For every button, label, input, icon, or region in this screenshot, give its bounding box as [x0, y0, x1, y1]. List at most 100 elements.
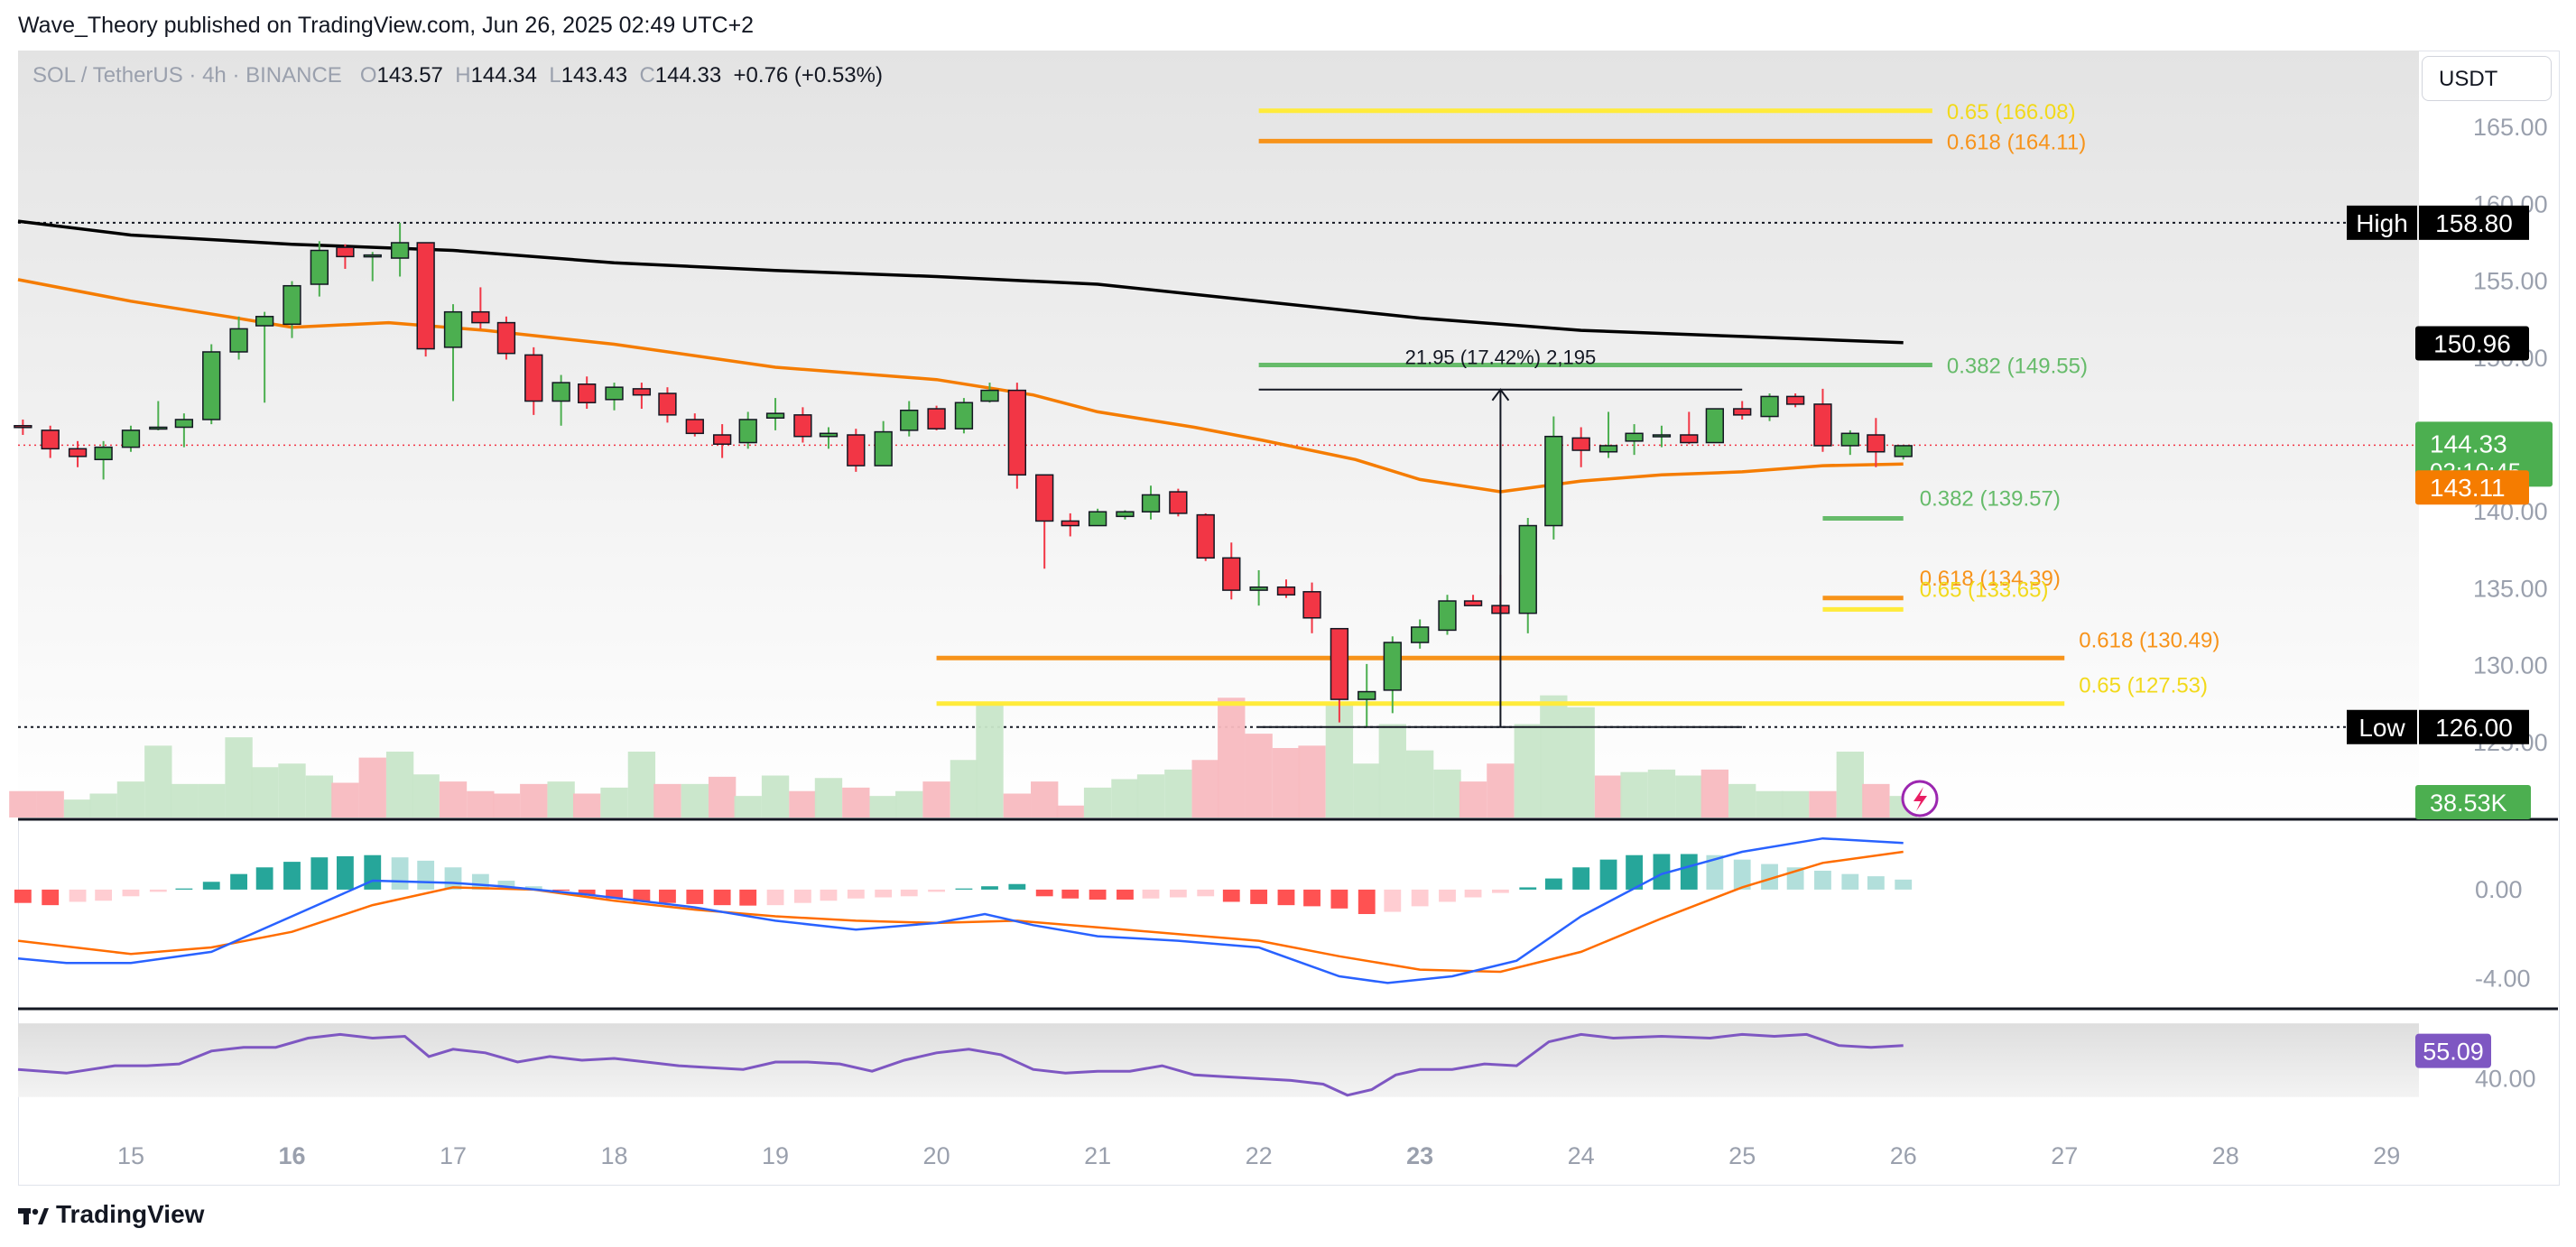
- candle: [14, 419, 32, 435]
- candle-body: [1733, 408, 1752, 416]
- volume-bar: [1700, 769, 1729, 817]
- candle-body: [443, 310, 463, 348]
- macd-tick-label: -4.00: [2475, 965, 2531, 992]
- volume-bar: [116, 781, 145, 817]
- candle: [229, 316, 248, 360]
- macd-histogram-bar: [820, 889, 838, 901]
- high-value: 144.34: [470, 63, 537, 88]
- macd-histogram-bar: [633, 889, 651, 902]
- candle: [847, 429, 866, 472]
- candle: [738, 411, 757, 449]
- symbol-name[interactable]: SOL / TetherUS · 4h · BINANCE: [32, 63, 342, 88]
- rsi-tick-label: 40.00: [2475, 1065, 2536, 1092]
- macd-histogram-bar: [1680, 854, 1698, 890]
- volume-bar: [708, 776, 737, 817]
- candle: [1410, 619, 1430, 649]
- volume-last-tag: 38.53K: [2415, 785, 2531, 819]
- candle: [632, 383, 652, 410]
- volume-bar: [1836, 752, 1864, 817]
- macd-histogram-bar: [1303, 889, 1320, 907]
- macd-histogram-bar: [1706, 854, 1724, 890]
- rsi-last-tag-bg: [2415, 1033, 2491, 1068]
- candle: [524, 346, 543, 415]
- macd-histogram-bar: [42, 889, 60, 906]
- candle: [1276, 579, 1296, 598]
- candle: [954, 398, 974, 434]
- price-tag-value: 126.00: [2435, 714, 2513, 742]
- candle: [1463, 595, 1483, 606]
- candle-body: [1813, 403, 1832, 447]
- candle-body: [1357, 690, 1376, 700]
- candle: [363, 252, 382, 282]
- candle: [1625, 424, 1644, 456]
- time-tick-label: 23: [1406, 1142, 1433, 1169]
- price-tag-name-bg: [2347, 709, 2417, 744]
- lightning-icon[interactable]: [1901, 780, 1939, 817]
- macd-histogram-bar: [1867, 876, 1885, 890]
- candle-body: [927, 408, 946, 430]
- volume-bar: [1594, 775, 1623, 817]
- candle-body: [1867, 434, 1886, 453]
- price-tick-label: 165.00: [2473, 114, 2548, 141]
- candle: [1840, 430, 1859, 456]
- volume-bar: [9, 790, 37, 817]
- macd-histogram-bar: [69, 889, 87, 902]
- volume-bar: [89, 793, 117, 817]
- lightning-icon-bolt: [1913, 787, 1927, 811]
- volume-bar: [600, 787, 628, 817]
- macd-histogram-bar: [1761, 864, 1778, 890]
- time-tick-label: 25: [1728, 1142, 1756, 1169]
- volume-bar: [681, 783, 709, 817]
- macd-histogram-bar: [202, 882, 220, 890]
- macd-histogram-bar: [1599, 859, 1617, 890]
- macd-histogram-bar: [524, 886, 542, 890]
- fib-level-label: 0.382 (139.57): [1920, 487, 2061, 512]
- macd-histogram-bar: [1733, 859, 1751, 890]
- macd-histogram-bar: [1222, 889, 1240, 902]
- time-tick-label: 28: [2212, 1142, 2239, 1169]
- candle: [1383, 636, 1402, 714]
- volume-bar: [869, 796, 897, 817]
- price-tag-name-bg: [2347, 205, 2417, 240]
- candle-body: [1007, 389, 1027, 476]
- macd-histogram-bar: [1117, 889, 1134, 900]
- volume-bar: [1083, 787, 1112, 817]
- chart-canvas: 0.65 (166.08) 0.618 (164.11) 0.382 (149.55…: [9, 51, 2558, 1169]
- macd-histogram-bar: [928, 889, 945, 892]
- volume-bar: [467, 790, 495, 817]
- macd-histogram-bar: [1626, 854, 1643, 890]
- candle-body: [1141, 494, 1161, 513]
- candle: [980, 383, 999, 403]
- candle: [1061, 513, 1080, 537]
- candle-body: [765, 412, 785, 420]
- macd-histogram-bar: [900, 889, 918, 897]
- candle-body: [1383, 642, 1402, 691]
- candle: [121, 425, 141, 452]
- candles: [14, 222, 1913, 727]
- candle: [390, 222, 410, 277]
- candle-body: [605, 386, 624, 401]
- macd-histogram-bar: [1142, 889, 1160, 899]
- price-tag-value: 150.96: [2433, 329, 2511, 357]
- macd-histogram-bar: [578, 889, 596, 896]
- candle: [471, 287, 490, 329]
- volume-bar: [842, 787, 870, 817]
- macd-histogram-bar: [955, 888, 973, 890]
- macd-histogram-bar: [1035, 889, 1053, 897]
- candle: [900, 401, 919, 437]
- time-tick-label: 26: [1890, 1142, 1917, 1169]
- tradingview-logo[interactable]: TradingView: [18, 1200, 204, 1229]
- time-tick-label: 29: [2373, 1142, 2400, 1169]
- volume-bar: [1245, 734, 1273, 817]
- price-tag-bg: [2419, 205, 2529, 240]
- macd-histogram-bar: [1008, 883, 1026, 890]
- symbol-legend: SOL / TetherUS · 4h · BINANCE O143.57 H1…: [32, 63, 883, 88]
- candle: [202, 344, 221, 425]
- candle-body: [202, 351, 221, 420]
- candle-body: [1760, 395, 1779, 418]
- currency-button[interactable]: USDT: [2422, 56, 2552, 101]
- price-tag-high: High 158.80: [2347, 205, 2529, 240]
- price-tag-bg: [2415, 326, 2529, 361]
- candle: [496, 316, 516, 360]
